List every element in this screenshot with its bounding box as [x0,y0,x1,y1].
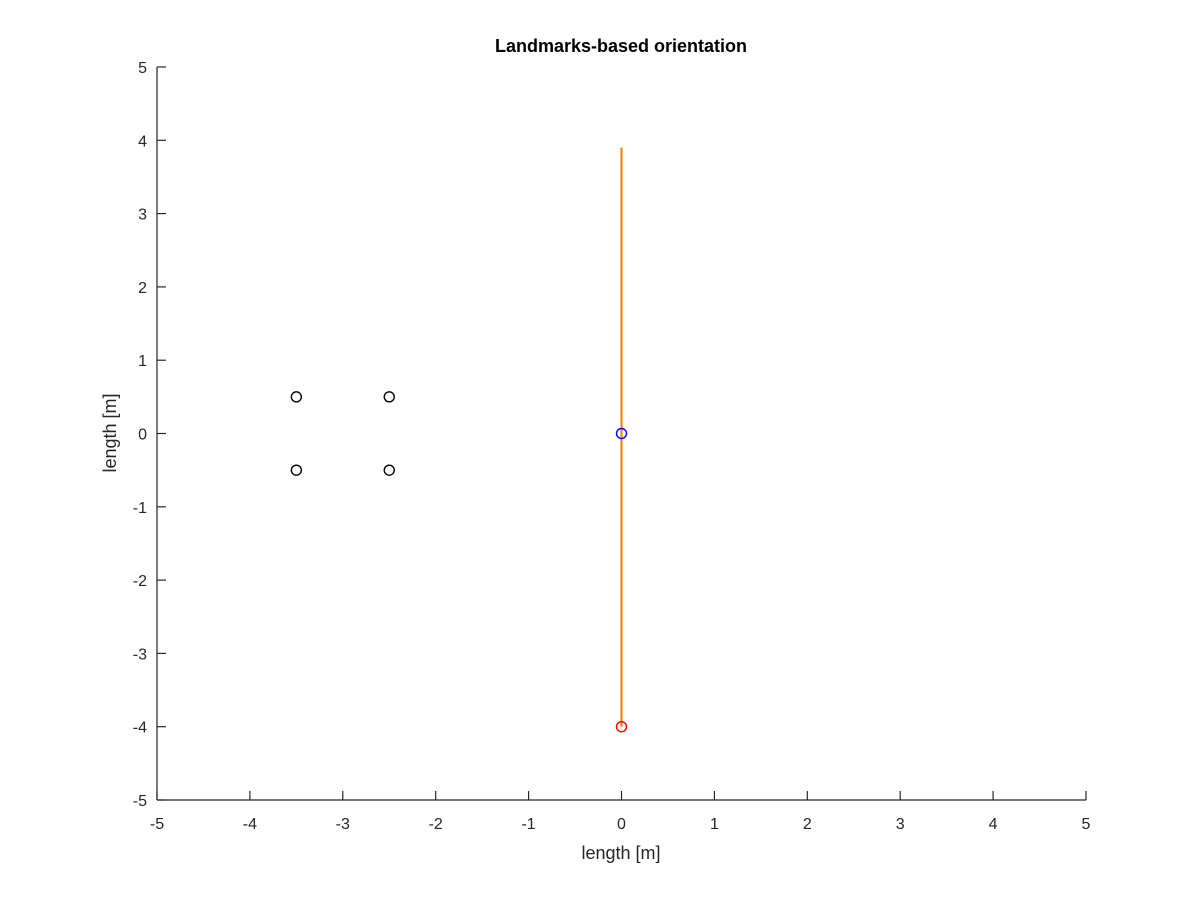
y-tick-label: 2 [138,280,147,297]
y-tick-label: 4 [138,133,147,150]
data-point-marker [290,464,303,476]
y-tick-label: -4 [133,720,147,737]
y-tick-label: -2 [133,573,147,590]
y-tick-label: 1 [138,353,147,370]
data-point-marker [615,427,628,440]
plot-series [290,147,628,733]
x-tick-label: 4 [989,816,998,833]
data-point-marker [290,391,303,403]
data-point-marker [383,391,395,403]
y-axis-ticks: -5 -4 -3 -2 -1 0 1 2 3 4 5 [133,60,166,810]
x-tick-label: -5 [150,816,164,833]
y-tick-label: -1 [133,500,147,517]
x-tick-label: -1 [521,816,535,833]
x-tick-label: 0 [617,816,626,833]
y-tick-label: 5 [138,60,147,77]
x-tick-label: 5 [1082,816,1091,833]
x-tick-label: -4 [243,816,257,833]
x-tick-label: 1 [710,816,719,833]
y-tick-label: 3 [138,207,147,224]
y-tick-label: 0 [138,427,147,444]
y-tick-label: -3 [133,646,147,663]
data-point-marker [615,721,628,733]
x-tick-label: -3 [336,816,350,833]
x-tick-label: 3 [896,816,905,833]
x-tick-label: 2 [803,816,812,833]
x-tick-label: -2 [429,816,443,833]
x-axis-label: length [m] [581,843,660,863]
y-axis-label: length [m] [100,393,120,472]
x-axis-ticks: -5 -4 -3 -2 -1 0 1 2 3 4 5 [150,791,1091,833]
chart-title: Landmarks-based orientation [495,36,747,56]
data-point-marker [383,464,395,476]
y-tick-label: -5 [133,793,147,810]
